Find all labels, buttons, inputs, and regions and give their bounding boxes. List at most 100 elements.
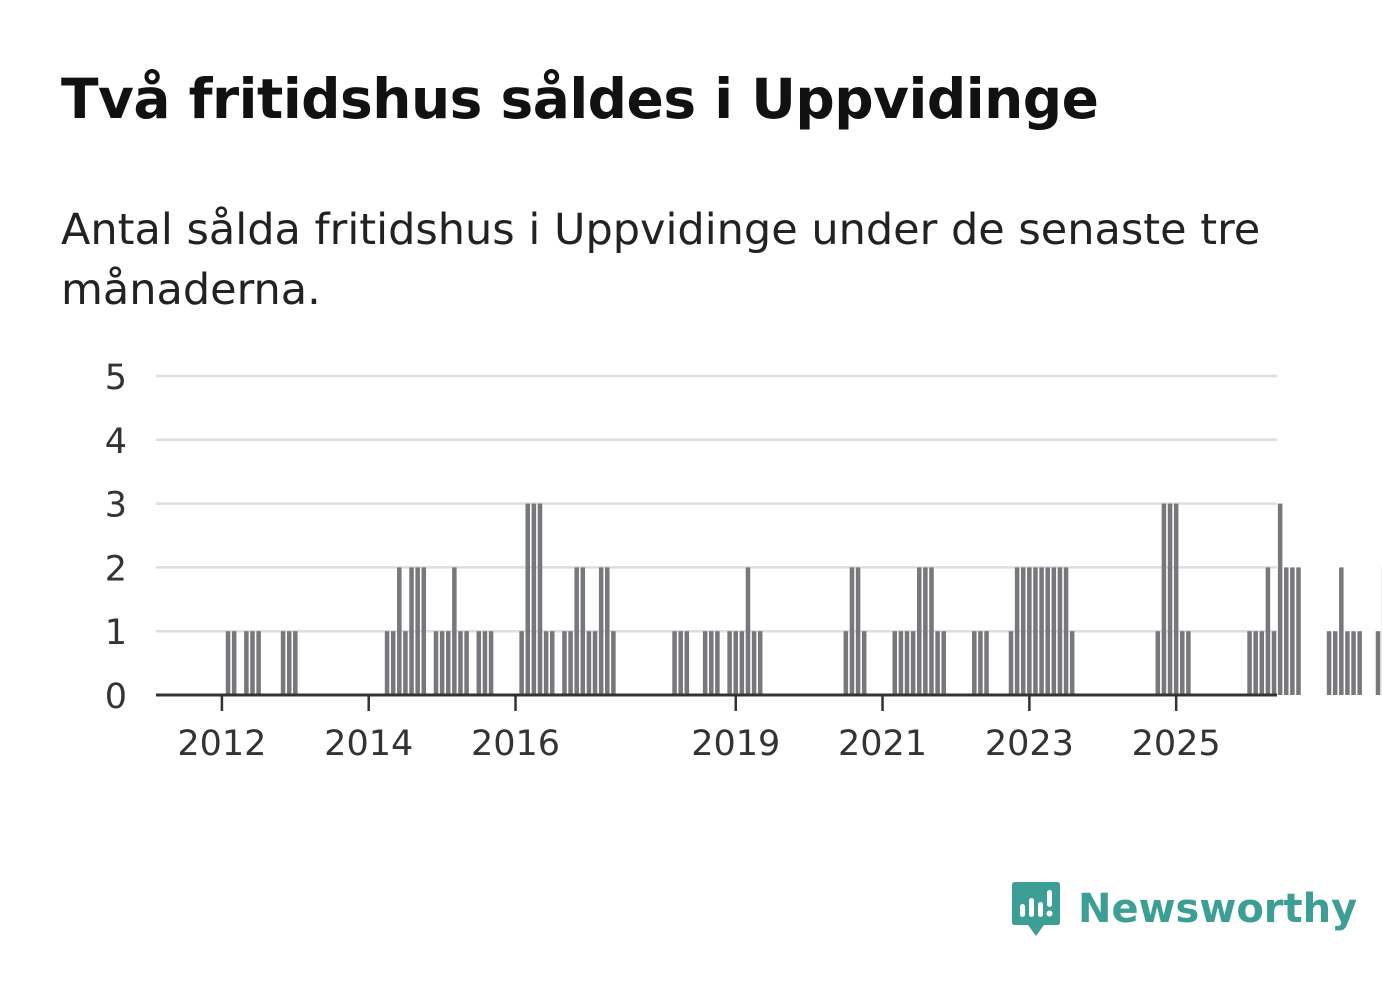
- bar: [598, 567, 604, 695]
- x-tick-label: 2012: [177, 724, 266, 764]
- bar: [1253, 631, 1258, 695]
- bar: [592, 631, 598, 695]
- bar: [1161, 503, 1167, 695]
- bar: [1296, 567, 1301, 695]
- bar: [482, 631, 488, 695]
- y-tick-label: 3: [105, 486, 127, 526]
- bar: [1039, 567, 1044, 695]
- bar: [745, 567, 751, 695]
- y-tick-label: 4: [105, 422, 127, 462]
- bar: [1045, 567, 1050, 695]
- bar: [390, 631, 396, 695]
- bar: [929, 567, 934, 695]
- bar: [923, 567, 928, 695]
- x-tick-label: 2021: [838, 724, 927, 764]
- x-tick-label: 2025: [1132, 724, 1221, 764]
- bar: [910, 631, 916, 695]
- bar: [898, 631, 904, 695]
- bar: [403, 631, 408, 695]
- bar: [415, 567, 420, 695]
- bar: [464, 631, 469, 695]
- bar: [580, 567, 586, 695]
- bar: [286, 631, 292, 695]
- bar: [684, 631, 690, 695]
- bar: [739, 631, 745, 695]
- bar: [1375, 631, 1381, 695]
- bar: [445, 631, 451, 695]
- bar: [1173, 503, 1179, 695]
- bar: [1167, 503, 1173, 695]
- bar: [1284, 567, 1289, 695]
- bar: [849, 567, 855, 695]
- bar: [1020, 567, 1026, 695]
- bar: [727, 631, 732, 695]
- bar: [709, 631, 714, 695]
- y-axis-labels: 0 1 2 3 4 5: [105, 358, 127, 717]
- bar: [1155, 631, 1161, 695]
- bar: [715, 631, 720, 695]
- x-axis-labels: 2012 2014 2016 2019 2021 2023 2025: [177, 724, 1220, 764]
- bar: [433, 631, 439, 695]
- bar-series: [225, 503, 1382, 695]
- bar: [225, 631, 231, 695]
- bar: [231, 631, 237, 695]
- bar: [733, 631, 738, 695]
- bar: [672, 631, 677, 695]
- bar: [892, 631, 898, 695]
- bar: [855, 567, 861, 695]
- bar: [984, 631, 989, 695]
- bar: [1277, 503, 1283, 695]
- bar: [384, 631, 390, 695]
- bar: [458, 631, 463, 695]
- bar: [488, 631, 494, 695]
- bar: [935, 631, 940, 695]
- bar: [1351, 631, 1356, 695]
- bar: [439, 631, 445, 695]
- bar: [1063, 567, 1069, 695]
- bar: [1069, 631, 1075, 695]
- brand-logo: Newsworthy: [1010, 878, 1357, 940]
- bar: [751, 631, 757, 695]
- bar: [397, 567, 402, 695]
- bar: [586, 631, 592, 695]
- y-tick-label: 1: [105, 613, 127, 653]
- bar: [476, 631, 482, 695]
- bar: [293, 631, 298, 695]
- y-tick-label: 2: [105, 549, 127, 589]
- bar: [244, 631, 249, 695]
- bar: [861, 631, 867, 695]
- newsworthy-logo-icon: [1012, 882, 1060, 936]
- bar: [519, 631, 524, 695]
- bar: [843, 631, 849, 695]
- bar: [1186, 631, 1191, 695]
- y-tick-label: 5: [105, 358, 127, 398]
- bar: [978, 631, 983, 695]
- bar: [611, 631, 616, 695]
- bar: [1057, 567, 1063, 695]
- chart-subtitle: Antal sålda fritidshus i Uppvidinge unde…: [61, 205, 1261, 315]
- bar: [972, 631, 977, 695]
- bar: [452, 567, 457, 695]
- bar: [250, 631, 255, 695]
- bar: [1014, 567, 1020, 695]
- bar: [1259, 631, 1265, 695]
- bar: [1033, 567, 1038, 695]
- x-axis: [156, 693, 1277, 711]
- bar: [1008, 631, 1014, 695]
- bar: [574, 567, 579, 695]
- bar: [1326, 631, 1332, 695]
- x-tick-label: 2023: [985, 724, 1074, 764]
- bar: [1332, 631, 1338, 695]
- bar: [568, 631, 573, 695]
- bar: [941, 631, 946, 695]
- bar: [904, 631, 910, 695]
- bar: [678, 631, 683, 695]
- bar: [256, 631, 261, 695]
- bar: [1345, 631, 1350, 695]
- bar: [1247, 631, 1252, 695]
- bar: [1265, 567, 1271, 695]
- bar: [1357, 631, 1362, 695]
- bar: [280, 631, 286, 695]
- x-tick-label: 2016: [471, 724, 560, 764]
